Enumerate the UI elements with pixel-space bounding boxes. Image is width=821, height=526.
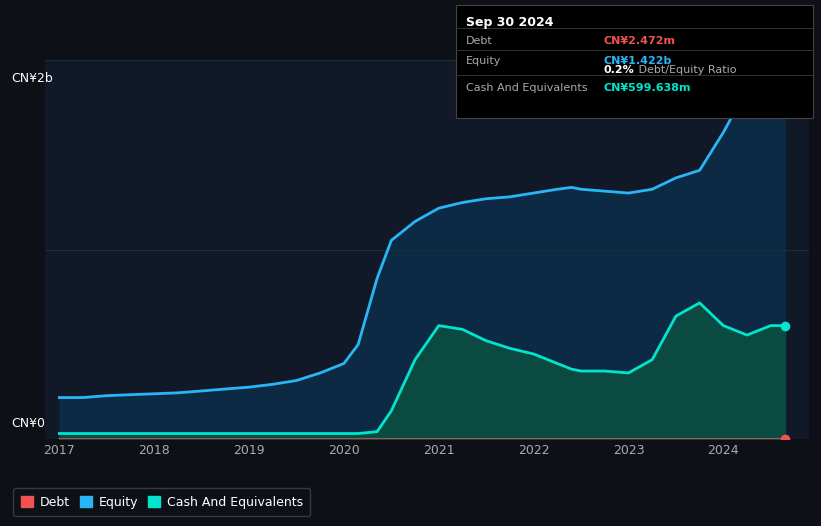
- Legend: Debt, Equity, Cash And Equivalents: Debt, Equity, Cash And Equivalents: [13, 488, 310, 517]
- Text: Equity: Equity: [466, 56, 501, 66]
- Text: CN¥0: CN¥0: [11, 417, 45, 430]
- Text: Debt: Debt: [466, 36, 493, 46]
- Text: Debt/Equity Ratio: Debt/Equity Ratio: [635, 65, 736, 75]
- Text: CN¥599.638m: CN¥599.638m: [603, 83, 691, 93]
- Text: CN¥1.422b: CN¥1.422b: [603, 56, 672, 66]
- Text: CN¥2.472m: CN¥2.472m: [603, 36, 676, 46]
- Text: 0.2%: 0.2%: [603, 65, 634, 75]
- Text: Cash And Equivalents: Cash And Equivalents: [466, 83, 587, 93]
- Text: Sep 30 2024: Sep 30 2024: [466, 16, 553, 29]
- Text: CN¥2b: CN¥2b: [11, 72, 53, 85]
